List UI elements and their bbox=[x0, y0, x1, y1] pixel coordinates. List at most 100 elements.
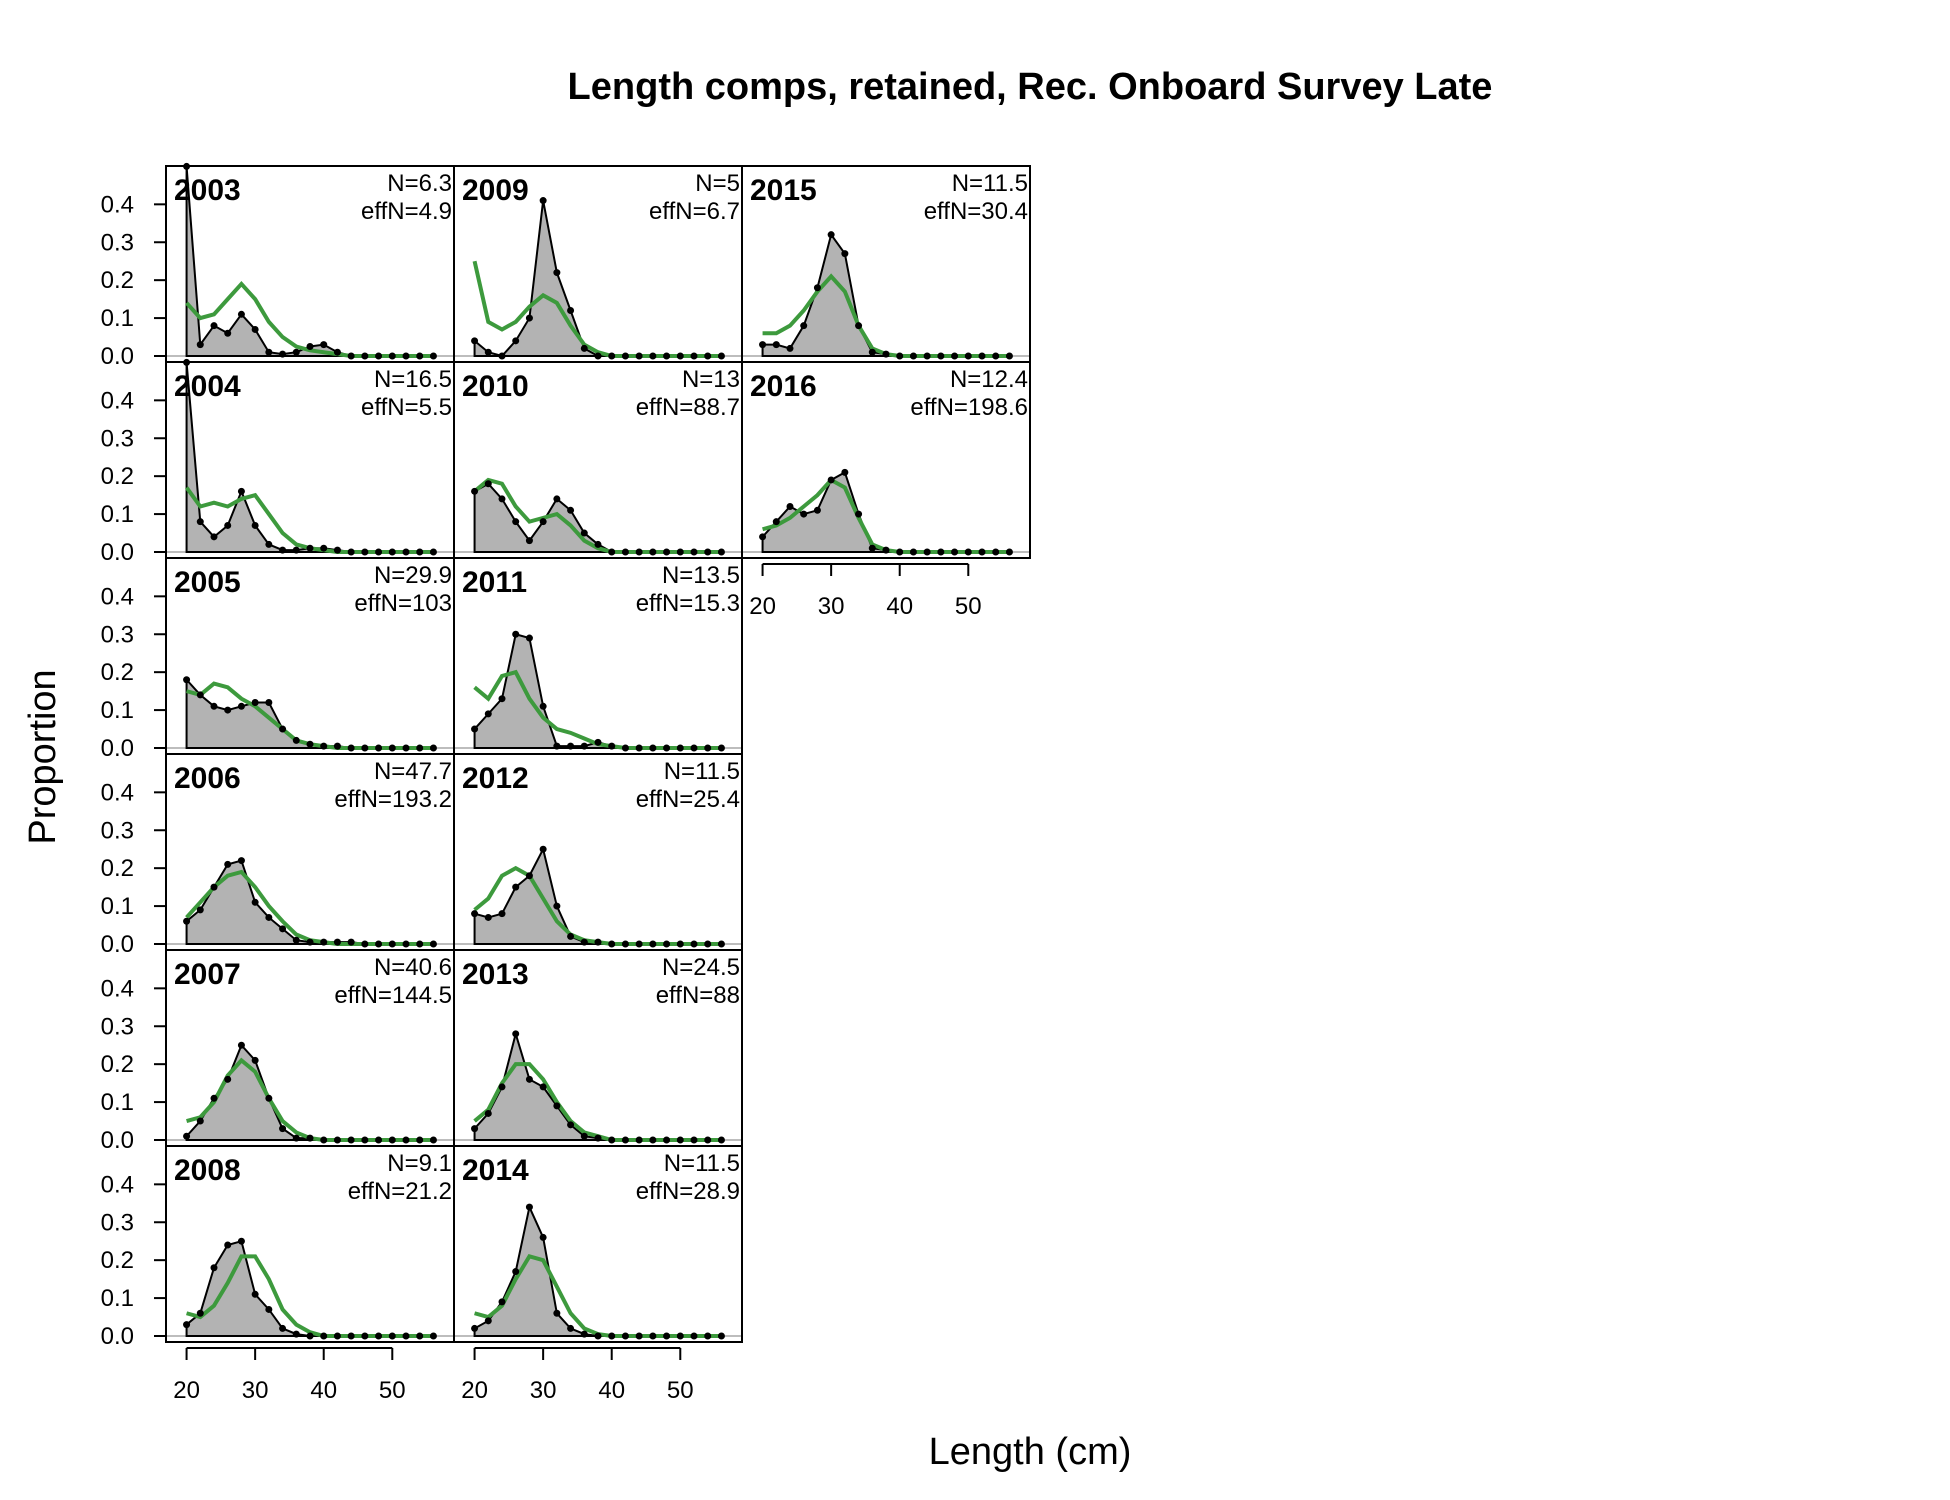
observed-point bbox=[621, 744, 629, 752]
observed-point bbox=[964, 548, 972, 556]
year-label: 2014 bbox=[462, 1154, 529, 1187]
observed-point bbox=[183, 1132, 191, 1140]
observed-point bbox=[553, 1309, 561, 1317]
observed-point bbox=[265, 1305, 273, 1313]
observed-point bbox=[347, 548, 355, 556]
observed-point bbox=[717, 1136, 725, 1144]
observed-point bbox=[402, 1136, 410, 1144]
observed-point bbox=[429, 352, 437, 360]
observed-point bbox=[594, 352, 602, 360]
observed-point bbox=[512, 1268, 520, 1276]
observed-point bbox=[690, 1136, 698, 1144]
observed-point bbox=[429, 1332, 437, 1340]
y-tick-label: 0.4 bbox=[101, 1171, 134, 1198]
y-tick-label: 0.4 bbox=[101, 191, 134, 218]
observed-point bbox=[553, 1102, 561, 1110]
observed-point bbox=[594, 540, 602, 548]
observed-point bbox=[772, 518, 780, 526]
observed-point bbox=[663, 940, 671, 948]
observed-point bbox=[388, 1136, 396, 1144]
observed-point bbox=[841, 468, 849, 476]
observed-point bbox=[196, 518, 204, 526]
observed-point bbox=[279, 725, 287, 733]
observed-point bbox=[333, 1136, 341, 1144]
observed-point bbox=[525, 634, 533, 642]
n-label: N=13.5 bbox=[662, 562, 740, 589]
observed-point bbox=[663, 744, 671, 752]
observed-point bbox=[704, 352, 712, 360]
observed-point bbox=[539, 1083, 547, 1091]
observed-area bbox=[473, 1030, 722, 1141]
observed-point bbox=[279, 350, 287, 358]
effn-label: effN=5.5 bbox=[361, 394, 452, 421]
y-tick-label: 0.2 bbox=[101, 855, 134, 882]
observed-point bbox=[251, 699, 259, 706]
observed-point bbox=[635, 548, 643, 556]
y-tick-label: 0.0 bbox=[101, 1127, 134, 1154]
observed-point bbox=[375, 1332, 383, 1340]
effn-label: effN=30.4 bbox=[924, 198, 1028, 225]
observed-point bbox=[375, 548, 383, 556]
observed-point bbox=[402, 352, 410, 360]
observed-point bbox=[279, 925, 287, 933]
observed-point bbox=[306, 544, 314, 552]
effn-label: effN=103 bbox=[354, 590, 452, 617]
y-tick-label: 0.2 bbox=[101, 1051, 134, 1078]
observed-point bbox=[580, 529, 588, 537]
observed-point bbox=[320, 742, 328, 750]
n-label: N=47.7 bbox=[374, 758, 452, 785]
observed-point bbox=[210, 702, 218, 710]
observed-point bbox=[704, 548, 712, 556]
observed-point bbox=[676, 1332, 684, 1340]
observed-point bbox=[690, 744, 698, 752]
observed-point bbox=[320, 938, 328, 946]
observed-point bbox=[416, 352, 424, 360]
observed-point bbox=[525, 314, 533, 322]
observed-point bbox=[704, 744, 712, 752]
observed-point bbox=[292, 546, 300, 554]
effn-label: effN=6.7 bbox=[649, 198, 740, 225]
observed-point bbox=[347, 352, 355, 360]
observed-point bbox=[251, 1290, 259, 1298]
observed-point bbox=[594, 738, 602, 746]
observed-point bbox=[498, 352, 506, 360]
observed-point bbox=[306, 1332, 314, 1340]
observed-point bbox=[251, 325, 259, 333]
observed-point bbox=[484, 1317, 492, 1325]
y-tick-label: 0.4 bbox=[101, 583, 134, 610]
observed-point bbox=[498, 910, 506, 918]
observed-point bbox=[224, 1075, 232, 1083]
observed-point bbox=[923, 548, 931, 556]
observed-point bbox=[649, 744, 657, 752]
observed-point bbox=[1005, 548, 1013, 556]
n-label: N=24.5 bbox=[662, 954, 740, 981]
observed-point bbox=[512, 1030, 520, 1038]
observed-point bbox=[429, 548, 437, 556]
observed-point bbox=[964, 352, 972, 360]
observed-point bbox=[320, 1136, 328, 1144]
n-label: N=13 bbox=[682, 366, 740, 393]
observed-point bbox=[361, 1332, 369, 1340]
y-tick-label: 0.1 bbox=[101, 893, 134, 920]
observed-point bbox=[621, 1332, 629, 1340]
observed-point bbox=[635, 744, 643, 752]
n-label: N=29.9 bbox=[374, 562, 452, 589]
observed-point bbox=[361, 940, 369, 948]
observed-point bbox=[210, 1264, 218, 1272]
observed-point bbox=[937, 352, 945, 360]
x-tick-label: 40 bbox=[886, 593, 913, 620]
observed-point bbox=[183, 676, 191, 684]
observed-point bbox=[1005, 352, 1013, 360]
observed-point bbox=[471, 1125, 479, 1133]
observed-point bbox=[347, 1332, 355, 1340]
observed-point bbox=[388, 744, 396, 752]
observed-point bbox=[347, 1136, 355, 1144]
